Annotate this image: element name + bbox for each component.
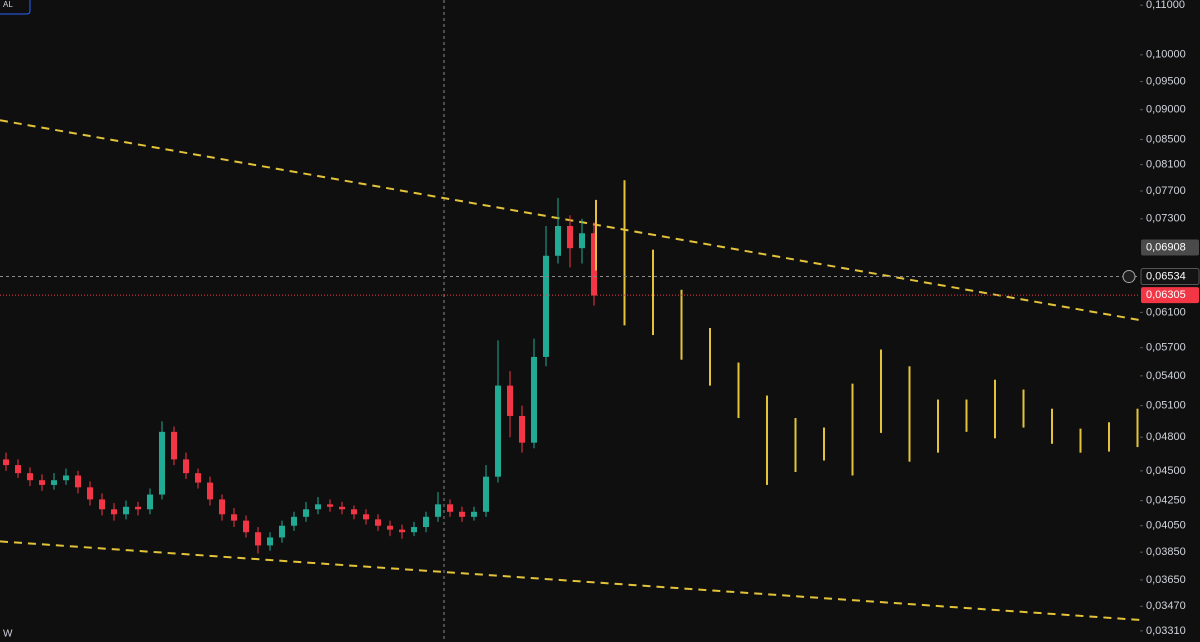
price-marker [1141, 239, 1199, 256]
axis-background [1140, 0, 1200, 642]
candle-body [519, 415, 525, 443]
y-tick-label: 0,10000 [1146, 49, 1186, 61]
candle-body [471, 511, 477, 517]
candle-body [315, 504, 321, 510]
y-tick-label: 0,07300 [1146, 213, 1186, 225]
candle-body [531, 356, 537, 443]
y-tick-label: 0,05100 [1146, 400, 1186, 412]
y-tick-label: 0,09000 [1146, 104, 1186, 116]
candle-body [291, 516, 297, 526]
trend-line [0, 540, 1141, 621]
y-tick-label: 0,04800 [1146, 431, 1186, 443]
crosshair-plus [1122, 270, 1136, 284]
price-marker-label: 0,06305 [1146, 289, 1186, 301]
candle-body [3, 459, 9, 466]
candle-body [375, 519, 381, 526]
candle-body [351, 509, 357, 515]
candle-body [447, 504, 453, 512]
candle-body [267, 537, 273, 546]
y-tick-label: 0,08500 [1146, 133, 1186, 145]
candle-body [147, 494, 153, 510]
candle-body [387, 525, 393, 530]
candle-body [87, 487, 93, 500]
candle-body [555, 225, 561, 256]
candle-body [423, 516, 429, 528]
candle-body [303, 509, 309, 517]
candle-body [567, 225, 573, 249]
candle-body [39, 480, 45, 485]
candle-body [483, 476, 489, 512]
y-tick-label: 0,04500 [1146, 465, 1186, 477]
candle-body [543, 255, 549, 357]
candle-body [243, 520, 249, 533]
candle-body [363, 514, 369, 520]
candle-body [123, 506, 129, 515]
candle-body [195, 473, 201, 483]
candle-body [159, 431, 165, 495]
candle-body [27, 473, 33, 481]
candle-body [459, 511, 465, 517]
candle-body [75, 475, 81, 488]
y-tick-label: 0,03310 [1146, 625, 1186, 637]
y-tick-label: 0,04250 [1146, 495, 1186, 507]
candle-body [63, 475, 69, 481]
candle-body [207, 482, 213, 500]
y-tick-label: 0,07700 [1146, 185, 1186, 197]
price-marker [1141, 287, 1199, 304]
y-tick-label: 0,05400 [1146, 370, 1186, 382]
candle-body [495, 385, 501, 477]
candle-body [411, 527, 417, 533]
candle-body [399, 529, 405, 533]
candle-body [591, 233, 597, 296]
y-tick-label: 0,03850 [1146, 546, 1186, 558]
candle-body [135, 506, 141, 510]
y-tick-label: 0,03470 [1146, 600, 1186, 612]
candle-body [99, 499, 105, 510]
candle-body [183, 459, 189, 474]
price-marker-label: 0,06534 [1146, 270, 1186, 282]
price-marker-label: 0,06908 [1146, 241, 1186, 253]
candle-body [507, 385, 513, 416]
candle-body [15, 465, 21, 474]
candle-body [435, 504, 441, 517]
badge[interactable]: AL [3, 0, 13, 9]
candle-body [171, 431, 177, 460]
candle-body [111, 509, 117, 515]
y-tick-label: 0,04050 [1146, 520, 1186, 532]
candle-body [219, 499, 225, 515]
corner-label: W [3, 629, 13, 640]
candle-body [339, 506, 345, 510]
candle-body [279, 525, 285, 538]
candle-body [255, 532, 261, 546]
y-tick-label: 0,03650 [1146, 574, 1186, 586]
price-marker [1140, 268, 1200, 286]
candle-body [327, 504, 333, 507]
y-tick-label: 0,06100 [1146, 306, 1186, 318]
candle-body [231, 514, 237, 521]
y-tick-label: 0,08100 [1146, 159, 1186, 171]
badge-box[interactable] [0, 0, 31, 15]
y-tick-label: 0,09500 [1146, 75, 1186, 87]
candle-body [51, 480, 57, 485]
y-tick-label: 0,05700 [1146, 342, 1186, 354]
y-tick-label: 0,11000 [1146, 0, 1185, 11]
candle-body [579, 233, 585, 249]
